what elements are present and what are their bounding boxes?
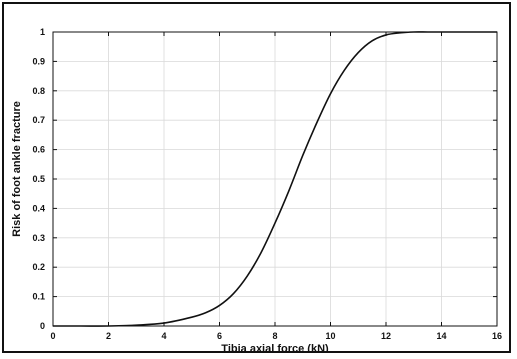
x-tick-label: 8 <box>272 331 277 341</box>
y-axis-label: Risk of foot ankle fracture <box>11 101 23 237</box>
x-tick-label: 2 <box>106 331 111 341</box>
x-axis-label: Tibia axial force (kN) <box>221 343 329 351</box>
x-tick-label: 12 <box>381 331 391 341</box>
x-tick-label: 0 <box>50 331 55 341</box>
y-tick-labels: 0 0.1 0.2 0.3 0.4 0.5 0.6 0.7 0.8 0.9 1 <box>32 27 45 331</box>
y-tick-label: 0 <box>40 321 45 331</box>
chart-svg: 0 2 4 6 8 10 12 14 16 00.10.20.30.40.50.60.70.80… <box>11 27 502 351</box>
y-tick-label: 0.7 <box>32 115 45 125</box>
y-tick-label: 1 <box>40 27 45 37</box>
series-line <box>53 31 497 327</box>
grid-lines <box>52 31 498 327</box>
y-tick-label: 0.8 <box>32 86 45 96</box>
y-tick-label: 0.2 <box>32 262 45 272</box>
y-tick-label: 0.6 <box>32 145 45 155</box>
y-tick-label: 0.9 <box>32 56 45 66</box>
x-tick-label: 14 <box>436 331 446 341</box>
y-tick-label: 0.1 <box>32 292 45 302</box>
y-tick-label: 0.4 <box>32 203 45 213</box>
x-tick-label: 6 <box>217 331 222 341</box>
y-tick-label: 0.3 <box>32 233 45 243</box>
axis-ticks <box>52 31 498 327</box>
chart-frame: 0 2 4 6 8 10 12 14 16 0 0.1 0.2 0.3 0.4 0.5 0.6 0.7 0.8 0… <box>2 2 511 353</box>
x-tick-labels: 0 2 4 6 8 10 12 14 16 <box>50 331 502 341</box>
x-tick-label: 10 <box>325 331 335 341</box>
y-tick-label: 0.5 <box>32 174 45 184</box>
x-tick-label: 4 <box>161 331 166 341</box>
x-tick-label: 16 <box>492 331 502 341</box>
